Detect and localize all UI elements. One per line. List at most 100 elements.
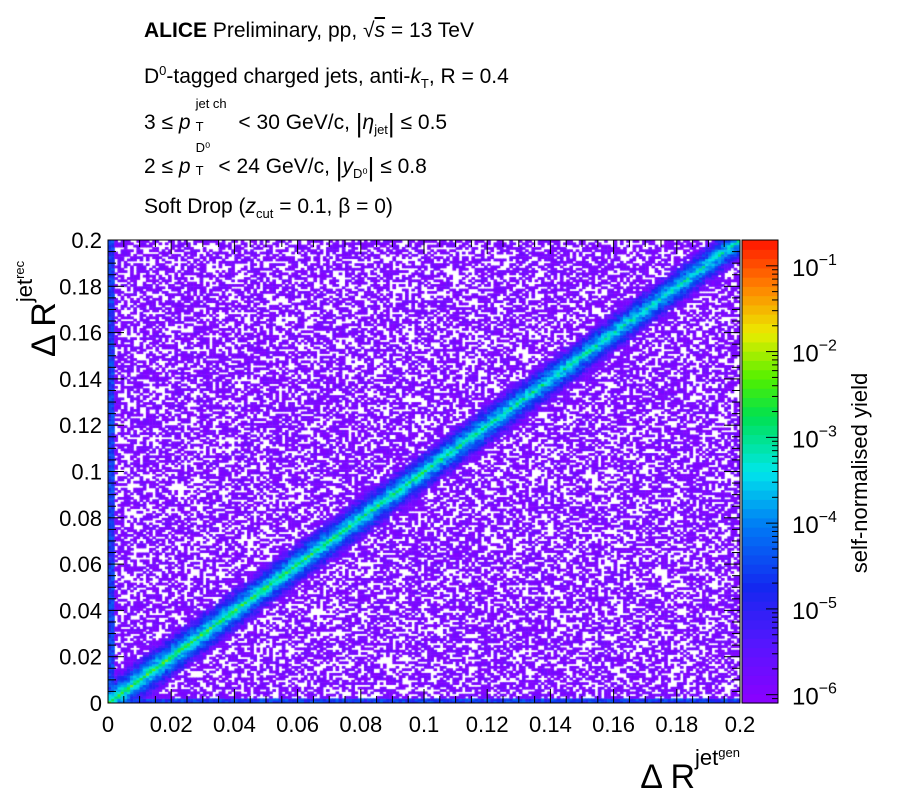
colorbar-axis: 10−110−210−310−410−510−6 <box>766 252 837 711</box>
colorbar-segment <box>742 665 778 676</box>
x-tick-label: 0.2 <box>725 712 756 737</box>
heatmap-cells <box>108 240 740 703</box>
eta-symbol: η <box>362 111 375 134</box>
colorbar-segment <box>742 591 778 602</box>
colorbar-tick-label: 10−3 <box>792 423 837 453</box>
sqrt-s: s <box>374 19 386 42</box>
d-pt-sub: T <box>195 163 204 178</box>
soft-drop-params: = 0.1, β = 0) <box>279 195 393 218</box>
jet-radius: , R = 0.4 <box>428 65 509 88</box>
y-tick-label: 0.18 <box>59 274 102 299</box>
d-pt-scripts: D⁰ T <box>191 141 213 177</box>
y-axis-title-sup: jet <box>12 279 37 303</box>
colorbar-tick-exp: −1 <box>819 252 837 269</box>
d-meson: D <box>144 65 160 88</box>
colorbar-segment <box>742 471 778 482</box>
colorbar-segment <box>742 397 778 408</box>
colorbar-segment <box>742 499 778 510</box>
colorbar-tick-label: 10−5 <box>792 595 837 625</box>
colorbar-segment <box>742 406 778 417</box>
abs-bar-left-2: | <box>335 152 343 182</box>
colorbar-segment <box>742 527 778 537</box>
colorbar-title-text: self-normalised yield <box>847 373 872 574</box>
rapidity-sub: D⁰ <box>353 166 368 182</box>
y-axis-title: Δ Rjetrec <box>12 260 63 357</box>
heatmap-image <box>108 240 740 703</box>
colorbar-title: self-normalised yield <box>847 373 872 574</box>
colorbar-segment <box>742 369 778 380</box>
annotation-line-2: D0-tagged charged jets, anti-kT, R = 0.4 <box>144 64 509 90</box>
preliminary-label: Preliminary, pp, <box>212 19 358 42</box>
colorbar-tick-base: 10 <box>792 598 819 625</box>
y-tick-label: 0.12 <box>59 413 102 438</box>
colorbar-segment <box>742 314 778 324</box>
abs-bar-right: | <box>387 108 395 138</box>
x-axis-title-sup: jet <box>694 745 718 770</box>
colorbar <box>741 239 779 704</box>
y-tick-label: 0.14 <box>59 367 102 392</box>
colorbar-tick-base: 10 <box>792 684 819 711</box>
colorbar-tick-exp: −6 <box>819 681 837 698</box>
colorbar-segment <box>742 425 778 436</box>
x-tick-label: 0.18 <box>655 712 698 737</box>
colorbar-segment <box>742 240 778 250</box>
colorbar-segment <box>742 638 778 649</box>
x-tick-label: 0.16 <box>592 712 635 737</box>
abs-bar-right-2: | <box>367 152 375 182</box>
colorbar-segment <box>742 249 778 260</box>
colorbar-tick-exp: −2 <box>819 338 837 355</box>
jet-pt-scripts: jet ch T <box>191 97 227 133</box>
x-axis: 0 0.02 0.04 0.06 0.08 0.1 0.12 0.14 0.16 0.18 0.2 <box>102 240 755 737</box>
x-axis-title-supsup: gen <box>718 745 740 760</box>
jet-pt-symbol: p <box>178 111 191 134</box>
colorbar-segment <box>742 675 778 686</box>
colorbar-segment <box>742 462 778 473</box>
colorbar-tick-exp: −3 <box>819 423 837 440</box>
colorbar-segment <box>742 508 778 519</box>
colorbar-segment <box>742 304 778 315</box>
d-pt-sup: D⁰ <box>195 140 211 155</box>
d-meson-sup: 0 <box>159 63 167 78</box>
colorbar-segment <box>742 480 778 491</box>
colorbar-segment <box>742 452 778 463</box>
colorbar-segment <box>742 647 778 658</box>
eta-sub: jet <box>374 122 388 138</box>
colorbar-tick-exp: −5 <box>819 595 837 612</box>
x-tick-label: 0.12 <box>466 712 509 737</box>
colorbar-segment <box>742 564 778 574</box>
kt-k: k <box>410 65 421 88</box>
colorbar-segment <box>742 490 778 500</box>
y-axis-title-text: Δ Rjetrec <box>12 260 63 357</box>
annotation-line-5: Soft Drop (zcut = 0.1, β = 0) <box>144 196 393 220</box>
colorbar-tick-label: 10−6 <box>792 681 837 711</box>
colorbar-segment <box>742 323 778 334</box>
colorbar-segment <box>742 277 778 287</box>
colorbar-tick-exp: −4 <box>819 509 837 526</box>
colorbar-segment <box>742 295 778 306</box>
colorbar-segment <box>742 619 778 630</box>
colorbar-segment <box>742 656 778 667</box>
colorbar-segment <box>742 286 778 297</box>
colorbar-tick-base: 10 <box>792 341 819 368</box>
x-tick-label: 0.08 <box>339 712 382 737</box>
colorbar-tick-base: 10 <box>792 426 819 453</box>
jet-pt-sub: T <box>195 119 204 134</box>
colorbar-segment <box>742 378 778 389</box>
colorbar-tick-base: 10 <box>792 512 819 539</box>
colorbar-segment <box>742 573 778 584</box>
colorbar-tick-base: 10 <box>792 255 819 282</box>
x-tick-label: 0.04 <box>213 712 256 737</box>
abs-bar-left: | <box>355 108 363 138</box>
colorbar-segment <box>742 351 778 361</box>
y-axis-title-supsup: rec <box>12 260 27 279</box>
y-tick-label: 0.1 <box>71 460 102 485</box>
colorbar-segment <box>742 517 778 528</box>
y-tick-label: 0.16 <box>59 321 102 346</box>
y-tick-label: 0.02 <box>59 645 102 670</box>
colorbar-segment <box>742 545 778 556</box>
colorbar-segment <box>742 693 778 704</box>
alice-label: ALICE <box>144 19 207 42</box>
colorbar-segment <box>742 434 778 445</box>
x-tick-label: 0.14 <box>529 712 572 737</box>
